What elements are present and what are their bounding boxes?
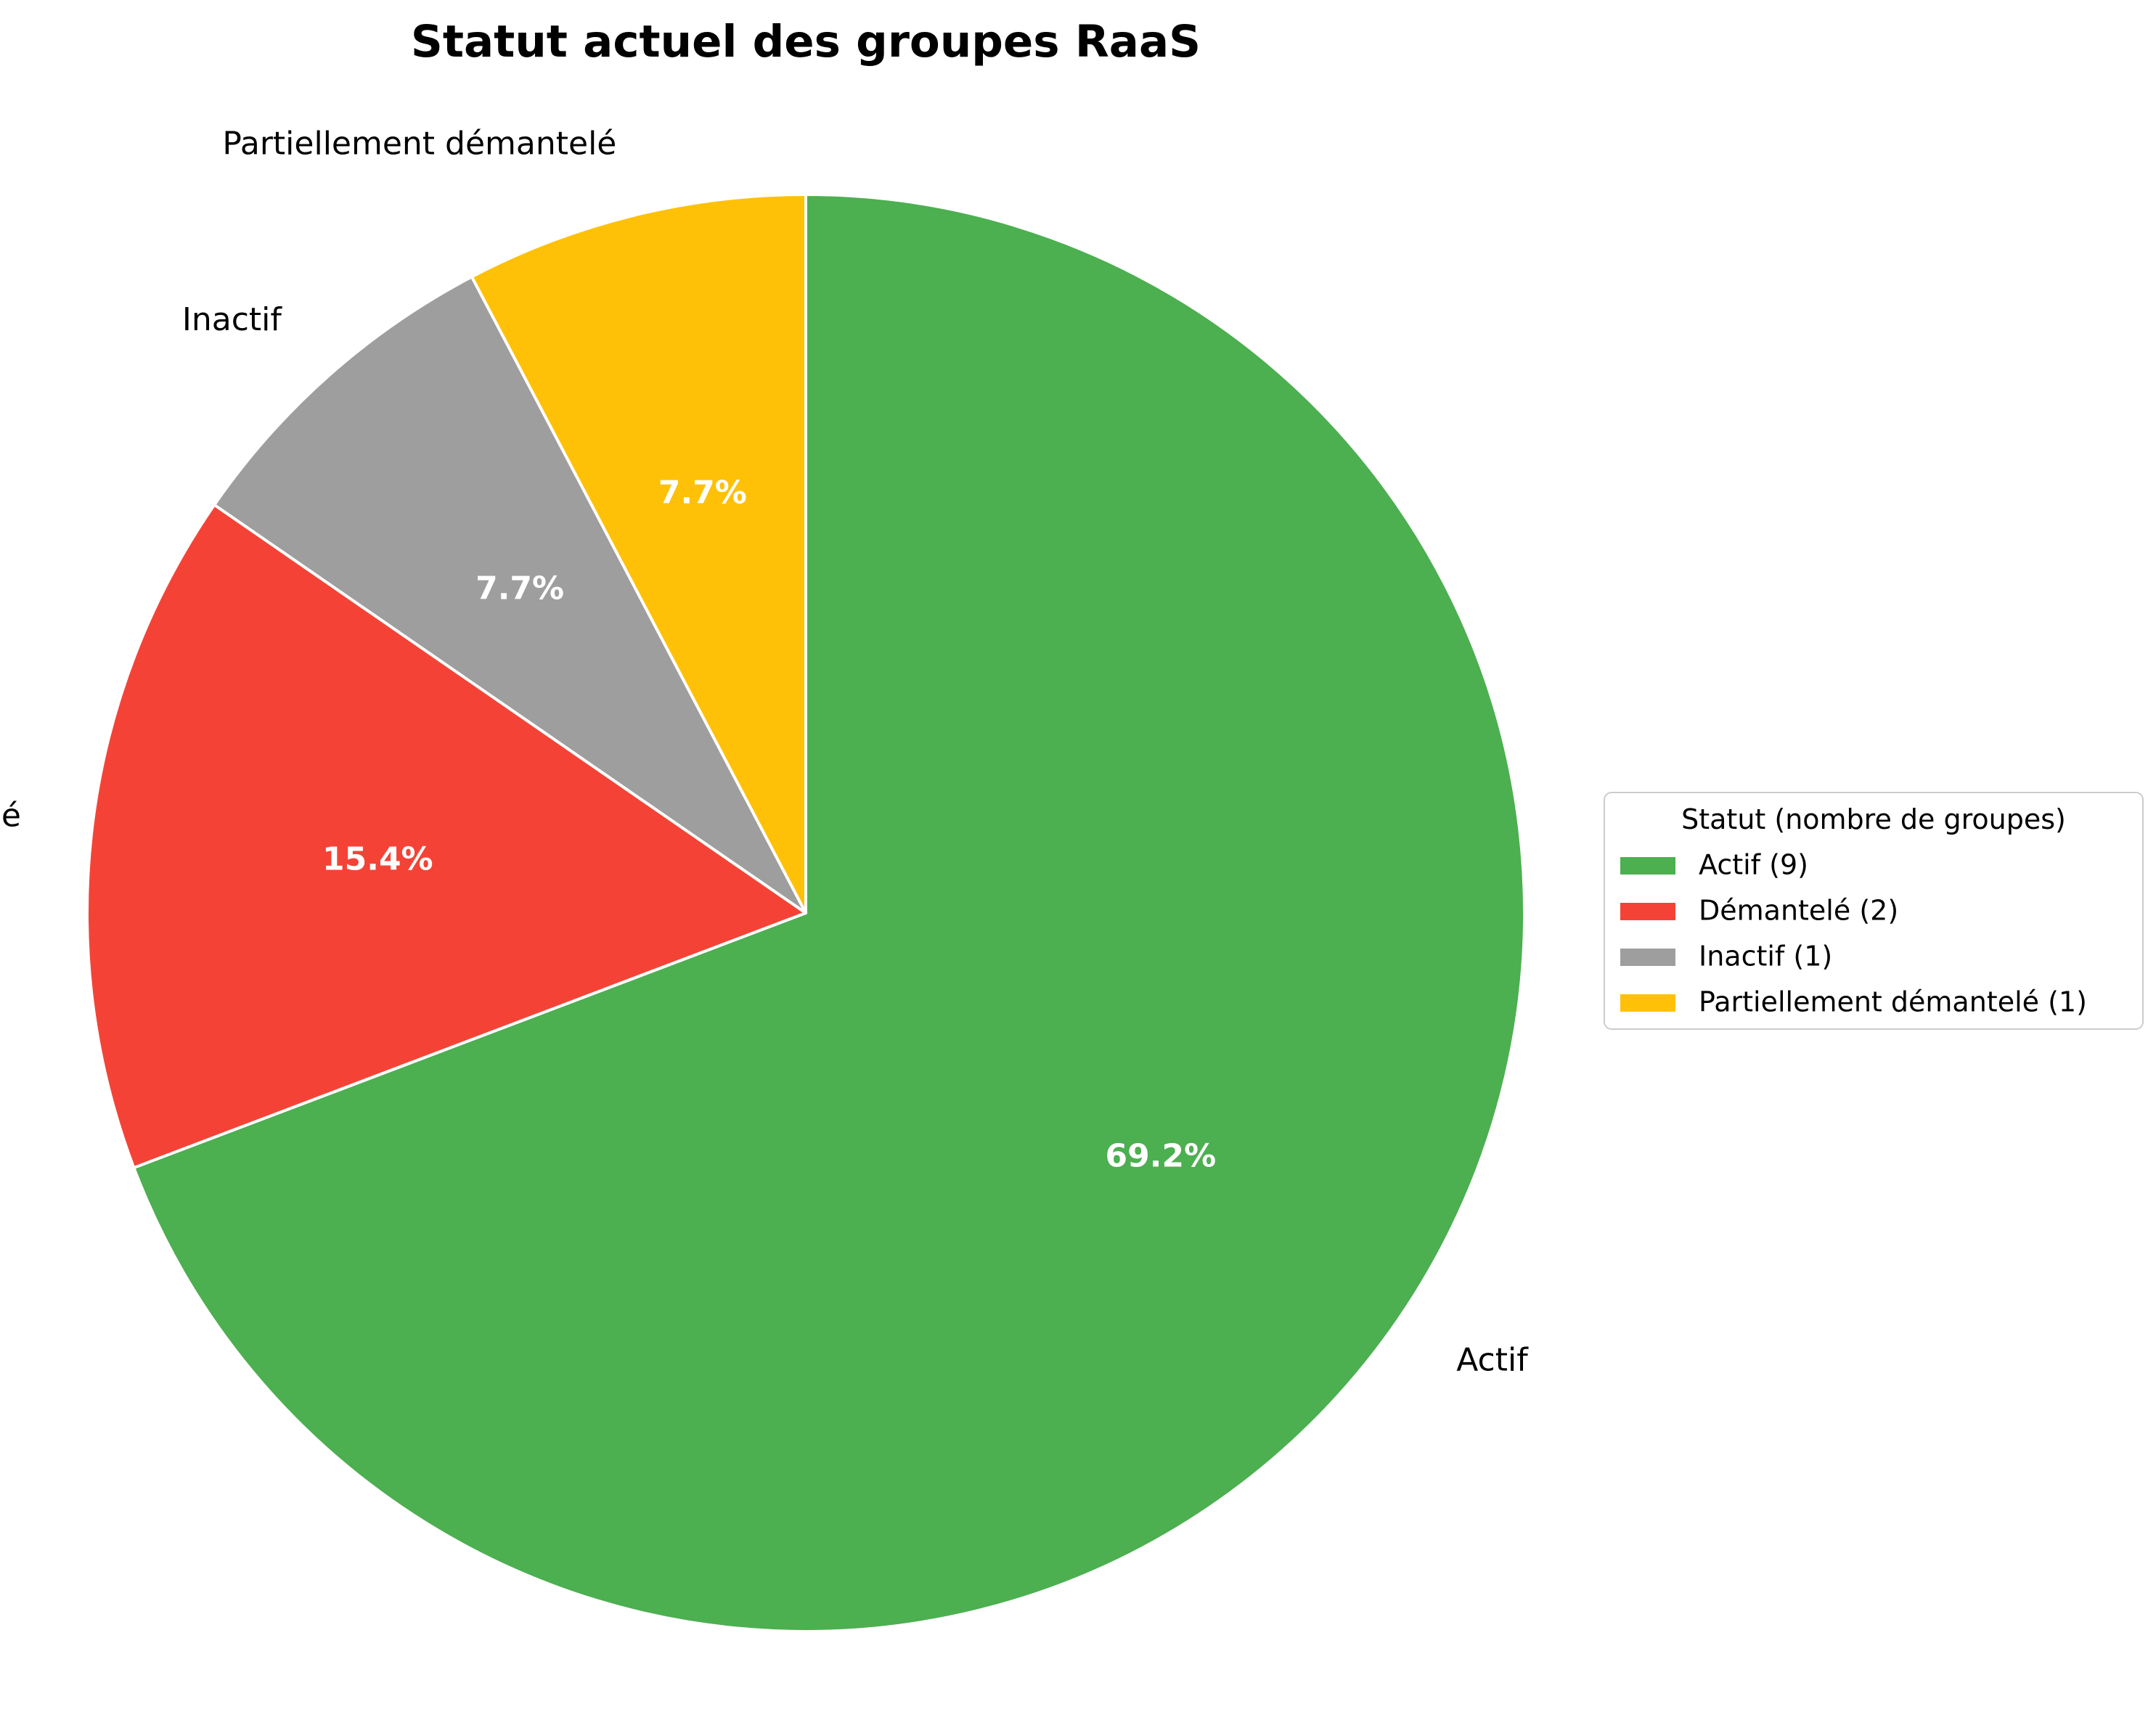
- pie-percent-labels: 69.2% 15.4% 7.7% 7.7%: [322, 474, 1216, 1174]
- slice-label: Partiellement démantelé: [222, 126, 616, 163]
- pie-slice-actif: [132, 193, 1526, 1633]
- legend-title: Statut (nombre de groupes): [1681, 803, 2066, 835]
- legend-swatch: [1620, 949, 1675, 966]
- legend-swatch: [1620, 857, 1675, 875]
- legend-entry-label: Partiellement démantelé (1): [1699, 986, 2087, 1018]
- slice-percent-label: 69.2%: [1106, 1137, 1217, 1174]
- pie-slice-d-mantel-: [86, 503, 807, 1170]
- legend-entry-label: Inactif (1): [1699, 941, 1832, 972]
- chart-title: Statut actuel des groupes RaaS: [411, 16, 1201, 67]
- slice-label: Inactif: [182, 301, 282, 338]
- legend-swatch: [1620, 994, 1675, 1012]
- legend: Statut (nombre de groupes) Actif (9) Déma…: [1604, 792, 2144, 1030]
- pie-outer-labels: Actif Démantelé Inactif Partiellement déman…: [0, 126, 1529, 1379]
- pie-wedges: [86, 193, 1526, 1633]
- slice-percent-label: 7.7%: [475, 570, 564, 607]
- legend-frame: [1604, 792, 2144, 1030]
- legend-entries: Actif (9) Démantelé (2) Inactif (1) Partiel…: [1620, 849, 2087, 1018]
- legend-entry-label: Actif (9): [1699, 849, 1808, 881]
- legend-swatch: [1620, 903, 1675, 920]
- legend-entry-label: Démantelé (2): [1699, 895, 1898, 927]
- slice-percent-label: 15.4%: [322, 840, 433, 877]
- slice-label: Actif: [1456, 1342, 1529, 1379]
- pie-slice-inactif: [213, 275, 807, 914]
- slice-percent-label: 7.7%: [658, 474, 747, 511]
- pie-slice-partiellement-d-mantel-: [470, 193, 807, 914]
- slice-label: Démantelé: [0, 798, 21, 835]
